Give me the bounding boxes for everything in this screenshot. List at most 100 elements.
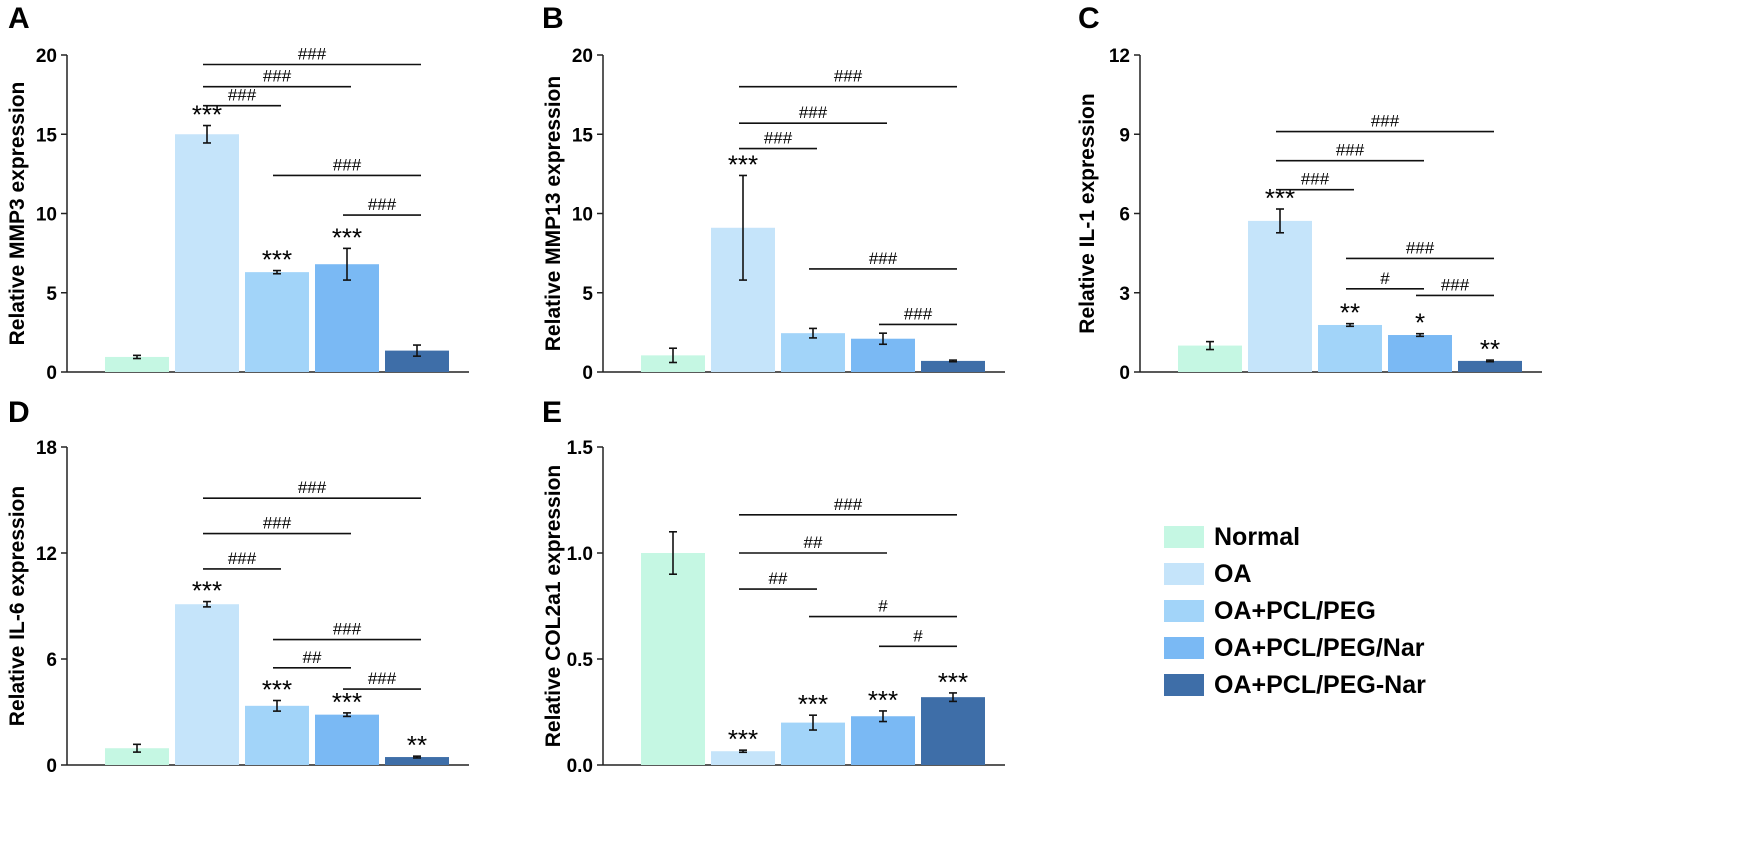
y-axis-label: Relative IL-1 expression <box>1076 93 1099 333</box>
comparison-label: ## <box>303 648 322 667</box>
y-tick-label: 15 <box>572 125 594 146</box>
comparison-label: ### <box>298 45 327 64</box>
comparison-label: ### <box>1336 141 1365 160</box>
significance-stars: ** <box>1480 334 1500 364</box>
significance-stars: *** <box>798 689 828 719</box>
comparison-label: ### <box>263 67 292 86</box>
panel-letter: E <box>542 396 562 429</box>
y-tick-label: 9 <box>1119 125 1130 146</box>
y-tick-label: 15 <box>36 125 58 146</box>
comparison-label: ### <box>368 195 397 214</box>
comparison-label: ### <box>869 249 898 268</box>
y-tick-label: 1.0 <box>567 544 593 565</box>
bar <box>1318 324 1382 372</box>
legend-swatch <box>1164 563 1204 585</box>
y-axis-label: Relative IL-6 expression <box>6 486 29 726</box>
panel-letter: B <box>542 2 564 35</box>
y-tick-label: 0 <box>1119 363 1130 384</box>
bar <box>851 716 915 765</box>
comparison-label: ### <box>333 155 362 174</box>
bar <box>175 604 239 765</box>
y-tick-label: 0 <box>46 756 57 777</box>
chart-panel-b: B Relative MMP13 expression 0 5 10 15 20 *** ###… <box>542 2 1005 384</box>
comparison-label: ### <box>333 620 362 639</box>
y-tick-label: 0 <box>46 363 57 384</box>
bar <box>711 751 775 765</box>
bar <box>175 134 239 372</box>
panel-letter: C <box>1078 2 1100 35</box>
legend: Normal OA OA+PCL/PEG OA+PCL/PEG/Nar OA+PCL/P… <box>1164 523 1426 699</box>
significance-stars: *** <box>332 687 362 717</box>
bar <box>1388 335 1452 372</box>
bar <box>1458 360 1522 372</box>
y-tick-label: 6 <box>1119 205 1130 226</box>
y-axis-label: Relative MMP13 expression <box>542 76 565 351</box>
comparison-label: ### <box>799 103 828 122</box>
comparison-label: ## <box>804 533 823 552</box>
bar <box>641 553 705 765</box>
chart-panel-a: A Relative MMP3 expression 0 5 10 15 20 *** *** *… <box>6 2 469 384</box>
legend-label: OA <box>1214 560 1252 588</box>
comparison-label: ### <box>1441 275 1470 294</box>
significance-stars: *** <box>332 222 362 252</box>
legend-swatch <box>1164 637 1204 659</box>
comparison-label: ### <box>1301 170 1330 189</box>
legend-swatch <box>1164 674 1204 696</box>
significance-stars: *** <box>728 724 758 754</box>
y-tick-label: 1.5 <box>567 438 594 459</box>
significance-stars: *** <box>1265 183 1295 213</box>
comparison-label: ### <box>764 129 793 148</box>
y-tick-label: 6 <box>46 650 57 671</box>
legend-label: OA+PCL/PEG <box>1214 597 1376 625</box>
bar <box>781 333 845 372</box>
y-axis-label: Relative MMP3 expression <box>6 82 29 346</box>
significance-stars: * <box>1415 308 1425 338</box>
significance-stars: *** <box>262 675 292 705</box>
comparison-label: ### <box>834 67 863 86</box>
significance-stars: *** <box>192 100 222 130</box>
comparison-label: ### <box>1371 112 1400 131</box>
y-tick-label: 0.5 <box>567 650 594 671</box>
significance-stars: *** <box>868 685 898 715</box>
comparison-label: ### <box>834 495 863 514</box>
bar <box>105 748 169 765</box>
bar <box>385 350 449 372</box>
y-tick-label: 0 <box>582 363 593 384</box>
y-tick-label: 12 <box>1109 46 1130 67</box>
significance-stars: *** <box>192 576 222 606</box>
panel-letter: D <box>8 396 30 429</box>
bar <box>921 697 985 765</box>
bar <box>245 705 309 765</box>
comparison-label: # <box>913 626 923 645</box>
y-tick-label: 20 <box>572 46 593 67</box>
legend-label: OA+PCL/PEG/Nar <box>1214 634 1425 662</box>
significance-stars: *** <box>938 667 968 697</box>
comparison-label: ### <box>263 514 292 533</box>
y-tick-label: 20 <box>36 46 57 67</box>
legend-swatch <box>1164 526 1204 548</box>
comparison-label: # <box>1380 269 1390 288</box>
bar <box>1248 220 1312 372</box>
bar <box>315 264 379 372</box>
comparison-label: ## <box>769 569 788 588</box>
y-tick-label: 5 <box>46 284 57 305</box>
y-tick-label: 10 <box>36 205 57 226</box>
y-axis-label: Relative COL2a1 expression <box>542 465 565 747</box>
y-tick-label: 0.0 <box>567 756 593 777</box>
significance-stars: *** <box>728 149 758 179</box>
bar <box>641 355 705 372</box>
bar <box>105 356 169 372</box>
comparison-label: ### <box>228 549 257 568</box>
bar <box>245 272 309 372</box>
y-tick-label: 10 <box>572 205 593 226</box>
panel-letter: A <box>8 2 30 35</box>
chart-panel-d: D Relative IL-6 expression 0 6 12 18 *** *** ***… <box>6 396 469 777</box>
y-tick-label: 12 <box>36 544 57 565</box>
legend-label: OA+PCL/PEG-Nar <box>1214 671 1426 699</box>
y-tick-label: 18 <box>36 438 57 459</box>
y-tick-label: 3 <box>1119 284 1130 305</box>
comparison-label: # <box>878 597 888 616</box>
y-tick-label: 5 <box>582 284 593 305</box>
